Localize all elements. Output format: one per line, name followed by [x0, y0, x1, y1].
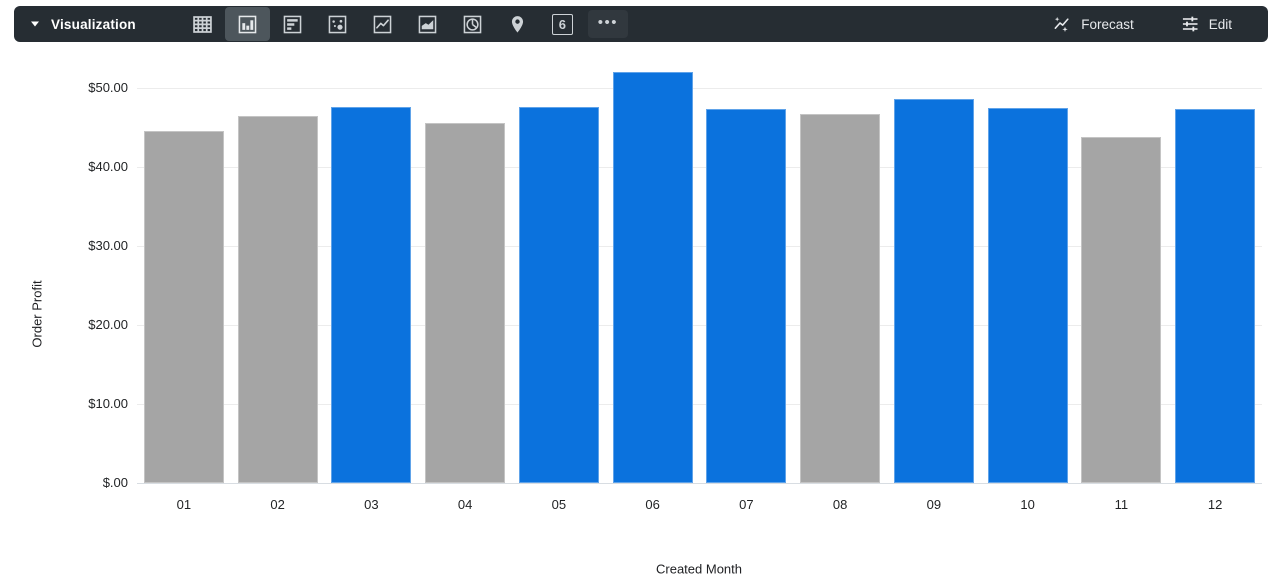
bar-month-09[interactable] [893, 98, 974, 483]
x-tick-label: 07 [739, 497, 754, 512]
x-tick-label: 09 [926, 497, 942, 512]
bar-month-03[interactable] [331, 106, 412, 483]
forecast-label: Forecast [1081, 16, 1134, 32]
gridline [137, 403, 1262, 405]
bar-month-08[interactable] [800, 113, 881, 483]
collapse-caret-icon[interactable] [30, 20, 40, 28]
viz-type-group: 6 ••• [180, 7, 628, 41]
area-chart-icon [418, 15, 437, 33]
map-pin-icon [511, 15, 523, 33]
x-tick-label: 11 [1114, 497, 1129, 512]
viz-type-area-button[interactable] [405, 7, 450, 41]
line-chart-icon [373, 15, 392, 33]
viz-type-line-button[interactable] [360, 7, 405, 41]
more-viz-types-button[interactable]: ••• [587, 10, 628, 38]
x-tick-label: 05 [551, 497, 567, 512]
bar-month-04[interactable] [425, 123, 506, 483]
x-tick-label: 12 [1207, 497, 1223, 512]
bar-month-01[interactable] [143, 131, 224, 483]
y-tick-label: $30.00 [88, 237, 128, 253]
x-tick-label: 10 [1020, 497, 1035, 512]
x-tick-label: 08 [832, 497, 848, 512]
gridline [137, 87, 1262, 89]
toolbar-actions: Forecast Edit [1052, 14, 1232, 34]
y-axis-title: Order Profit [29, 280, 45, 348]
bar-month-07[interactable] [706, 109, 787, 483]
bar-month-02[interactable] [237, 116, 318, 483]
x-tick-label: 04 [457, 497, 473, 512]
viz-type-map-button[interactable] [495, 7, 540, 41]
column-chart-icon [238, 15, 257, 33]
bar-chart: $.00 $10.00 $20.00 $30.00 $40.00 $50.00 01 02 0… [0, 42, 1272, 577]
y-tick-label: $40.00 [88, 158, 128, 174]
bar-month-12[interactable] [1175, 109, 1256, 483]
gridline [137, 166, 1262, 168]
y-tick-label: $.00 [102, 475, 128, 490]
bar-month-10[interactable] [987, 108, 1068, 483]
y-tick-label: $50.00 [88, 79, 128, 95]
x-tick-label: 01 [176, 497, 192, 512]
x-axis-title: Created Month [656, 561, 742, 577]
viz-type-bar-button[interactable] [270, 7, 315, 41]
x-tick-label: 03 [364, 497, 379, 512]
forecast-sparkle-icon [1054, 16, 1069, 32]
bar-month-11[interactable] [1081, 137, 1162, 483]
viz-type-column-button[interactable] [224, 7, 270, 41]
bar-month-05[interactable] [518, 106, 599, 483]
bar-chart-icon [283, 15, 302, 33]
single-value-icon: 6 [551, 13, 573, 35]
viz-type-table-button[interactable] [180, 7, 225, 41]
tune-sliders-icon [1182, 16, 1198, 32]
scatter-plot-icon [328, 15, 347, 33]
x-tick-label: 06 [645, 497, 660, 512]
edit-label: Edit [1208, 16, 1232, 32]
y-tick-label: $10.00 [88, 395, 128, 411]
forecast-button[interactable]: Forecast [1052, 14, 1134, 34]
edit-button[interactable]: Edit [1180, 14, 1232, 34]
pie-chart-icon [463, 15, 482, 33]
ellipsis-icon: ••• [597, 13, 618, 31]
y-tick-label: $20.00 [88, 316, 128, 332]
table-icon [193, 15, 212, 33]
bar-month-06[interactable] [612, 71, 693, 483]
gridline [137, 483, 1262, 484]
x-tick-label: 02 [270, 497, 285, 512]
viz-type-single-value-button[interactable]: 6 [540, 7, 585, 41]
visualization-toolbar: Visualization [14, 6, 1268, 42]
viz-type-scatter-button[interactable] [315, 7, 360, 41]
viz-type-pie-button[interactable] [450, 7, 495, 41]
gridline [137, 245, 1262, 247]
panel-title: Visualization [51, 16, 136, 32]
gridline [137, 324, 1262, 326]
